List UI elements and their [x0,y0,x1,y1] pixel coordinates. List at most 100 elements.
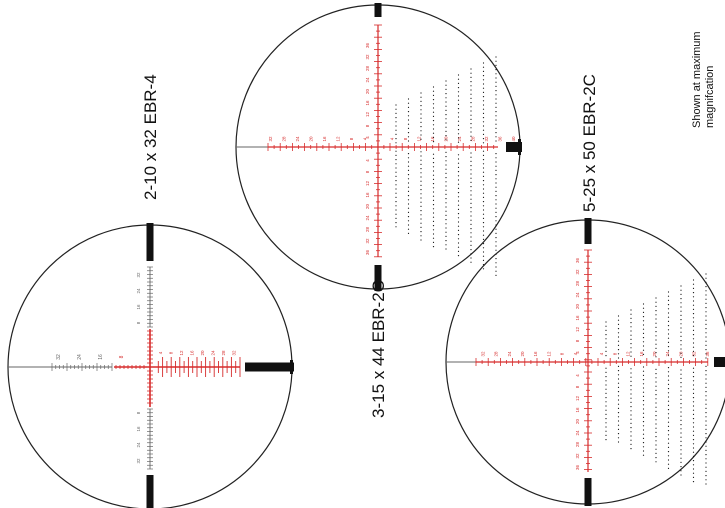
grid-dot [692,287,695,289]
bottom-post [374,265,382,291]
grid-dot [395,154,397,156]
grid-dot [457,200,460,202]
grid-dot [642,383,645,385]
grid-dot [495,73,497,75]
grid-dot [630,448,632,450]
h-right-label: 32 [484,136,489,142]
grid-dot [680,474,682,476]
grid-dot [642,366,645,368]
grid-dot [445,168,447,170]
grid-dot [495,127,497,129]
grid-dot [482,175,485,177]
grid-dot [432,208,435,210]
grid-dot [432,128,435,130]
grid-dot [605,371,607,373]
grid-dot [420,113,422,115]
grid-dot [667,409,670,411]
grid-dot [642,374,645,376]
grid-dot [692,338,695,340]
grid-dot [705,395,707,397]
grid-dot [407,232,410,234]
grid-dot [692,317,695,319]
grid-dot [432,204,435,206]
grid-dot [617,357,620,359]
grid-dot [457,208,460,210]
grid-dot [420,180,422,182]
grid-dot [680,407,682,409]
grid-dot [680,415,682,417]
grid-dot [445,160,447,162]
grid-dot [667,459,670,461]
grid-dot [457,175,460,177]
grid-dot [655,448,657,450]
grid-dot [617,412,620,414]
grid-dot [420,210,422,212]
grid-dot [470,261,472,263]
grid-dot [642,454,645,456]
h-right-label: 24 [665,351,670,357]
grid-dot [445,177,447,179]
grid-dot [420,201,422,203]
grid-dot [642,316,645,318]
grid-dot [457,234,460,236]
grid-dot [432,233,435,235]
grid-dot [470,156,472,158]
grid-dot [642,404,645,406]
reticle-ebr2c-44: 32 28 24 20 16 12 8 4 4 8 12 16 20 24 28 32 36 40 4 8 12 16 20… [235,3,522,291]
grid-dot [617,319,620,321]
grid-dot [605,342,607,344]
v-up-label: 24 [365,77,370,83]
grid-dot [705,416,707,418]
grid-dot [432,187,435,189]
grid-dot [655,381,657,383]
grid-dot [680,331,682,333]
grid-dot [630,368,632,370]
grid-dot [605,388,607,390]
grid-dot [407,127,410,129]
grid-dot [667,392,670,394]
grid-dot [692,313,695,315]
grid-dot [407,174,410,176]
grid-dot [407,195,410,197]
grid-dot [395,142,397,144]
grid-dot [605,418,607,420]
grid-dot [482,70,485,72]
grid-dot [630,376,632,378]
v-down-label: 20 [365,204,370,210]
grid-dot [470,240,472,242]
grid-dot [407,228,410,230]
grid-dot [407,111,410,113]
grid-dot [407,119,410,121]
grid-dot [457,246,460,248]
grid-dot [667,312,670,314]
grid-dot [705,336,707,338]
grid-dot [667,455,670,457]
grid-dot [407,169,410,171]
grid-dot [495,106,497,108]
grid-dot [482,121,485,123]
grid-dot [642,341,645,343]
grid-dot [407,98,410,100]
grid-dot [445,88,447,90]
grid-dot [482,91,485,93]
grid-dot [420,134,422,136]
grid-dot [667,442,670,444]
grid-dot [692,367,695,369]
grid-dot [420,231,422,233]
grid-dot [395,188,397,190]
grid-dot [495,190,497,192]
grid-dot [642,442,645,444]
grid-dot [495,69,497,71]
grid-dot [667,388,670,390]
h-right-label: 36 [498,136,503,142]
grid-dot [667,304,670,306]
grid-dot [667,295,670,297]
grid-dot [667,430,670,432]
grid-dot [655,431,657,433]
grid-dot [680,344,682,346]
grid-dot [605,413,607,415]
grid-dot [630,313,632,315]
grid-dot [692,439,695,441]
grid-dot [457,183,460,185]
h-left-label: 4 [573,352,578,355]
